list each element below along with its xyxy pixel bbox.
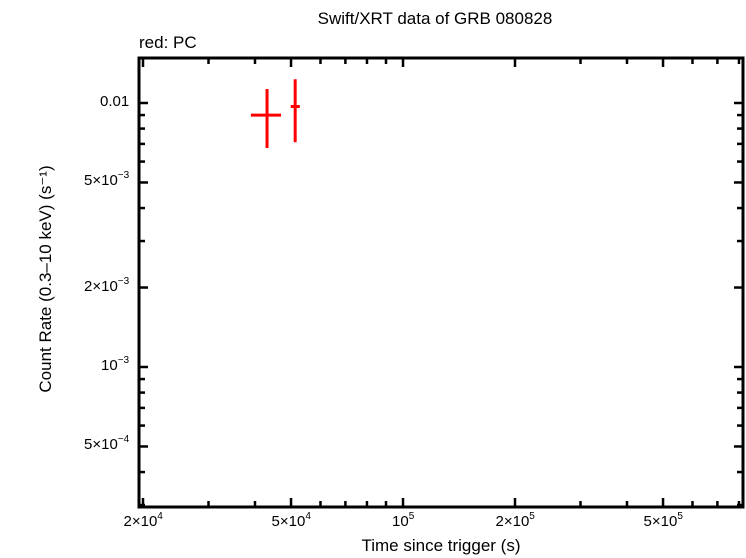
y-tick-label: 5×10−4 (84, 434, 130, 454)
data-point (290, 79, 300, 143)
y-tick-label: 10−3 (101, 355, 130, 374)
y-tick-label: 5×10−3 (84, 170, 130, 190)
data-point (250, 88, 282, 149)
y-axis-label: Count Rate (0.3–10 keV) (s⁻¹) (36, 165, 55, 393)
chart-subtitle: red: PC (139, 33, 197, 52)
plot-frame (137, 56, 745, 509)
x-tick-label: 5×105 (643, 511, 683, 530)
x-tick-label: 2×104 (123, 511, 163, 530)
chart-title: Swift/XRT data of GRB 080828 (317, 9, 553, 28)
x-tick-label: 2×105 (495, 511, 535, 530)
x-axis-label: Time since trigger (s) (361, 536, 521, 555)
x-tick-label: 5×104 (271, 511, 311, 530)
y-tick-label: 0.01 (100, 93, 130, 110)
x-tick-label: 105 (392, 511, 415, 530)
y-tick-label: 2×10−3 (84, 275, 130, 295)
